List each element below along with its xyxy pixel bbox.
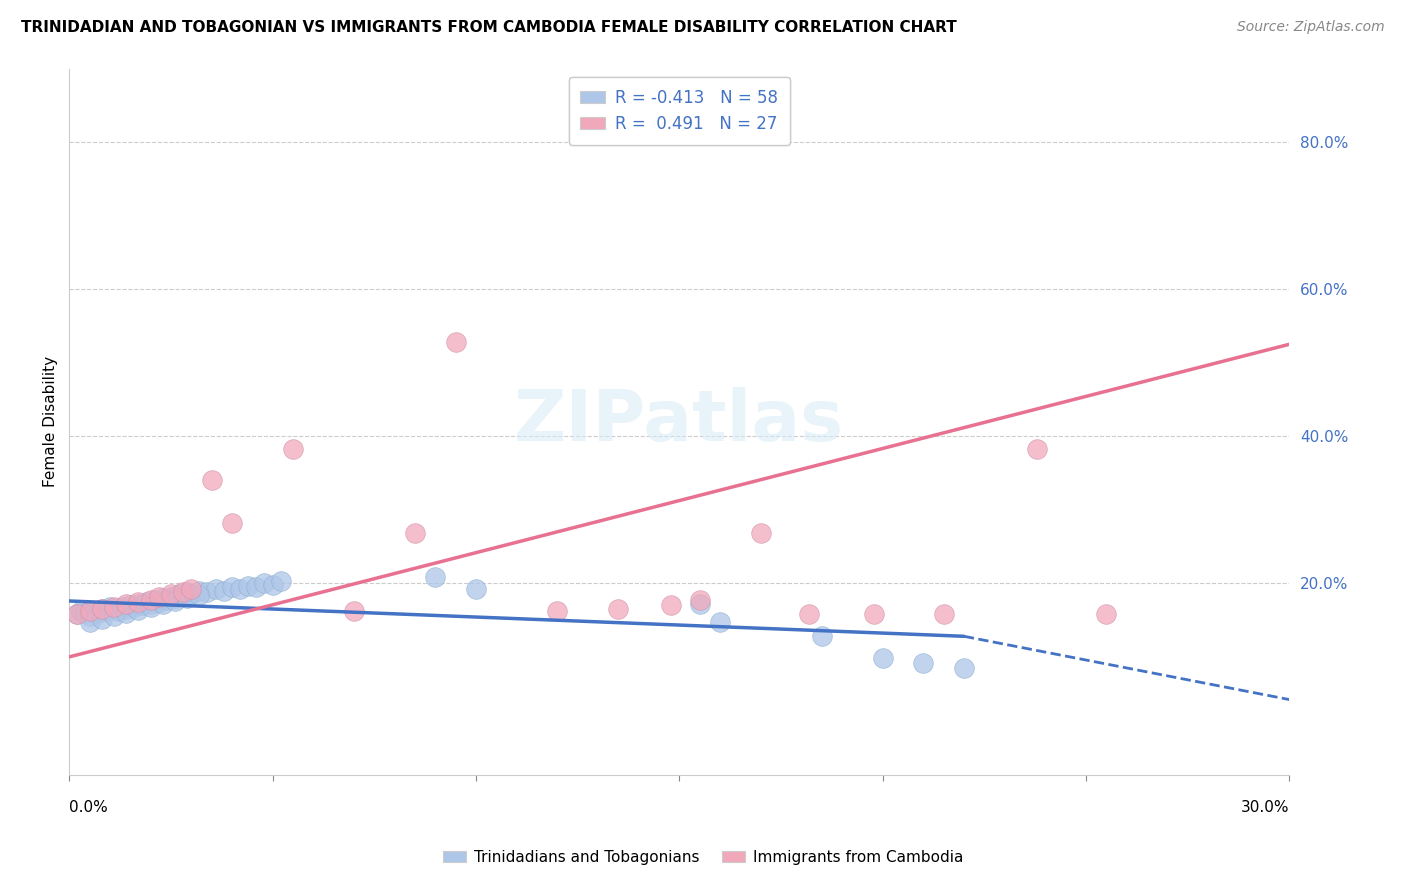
Text: ZIPatlas: ZIPatlas — [515, 387, 844, 456]
Text: Source: ZipAtlas.com: Source: ZipAtlas.com — [1237, 20, 1385, 34]
Point — [79, 609, 101, 624]
Point — [176, 585, 198, 599]
Point — [709, 615, 731, 629]
Point — [444, 335, 467, 350]
Point — [546, 604, 568, 618]
Point — [953, 661, 976, 675]
Point — [135, 595, 157, 609]
Point — [188, 588, 211, 602]
Point — [238, 578, 260, 592]
Point — [872, 651, 894, 665]
Point — [932, 607, 955, 622]
Point — [229, 582, 252, 597]
Point — [66, 607, 89, 622]
Point — [107, 604, 129, 618]
Point — [607, 602, 630, 616]
Point — [124, 599, 146, 614]
Point — [115, 597, 138, 611]
Point — [98, 599, 121, 614]
Point — [343, 604, 366, 618]
Point — [103, 602, 125, 616]
Point — [90, 602, 112, 616]
Point — [75, 606, 97, 620]
Point — [79, 604, 101, 618]
Point — [176, 591, 198, 605]
Point — [90, 602, 112, 616]
Point — [163, 591, 186, 605]
Point — [221, 516, 243, 530]
Point — [139, 597, 162, 611]
Point — [160, 590, 183, 604]
Point — [111, 599, 134, 614]
Point — [180, 582, 202, 597]
Point — [464, 582, 486, 597]
Point — [188, 583, 211, 598]
Point — [689, 597, 711, 611]
Point — [1095, 607, 1118, 622]
Point — [1026, 442, 1049, 457]
Legend: R = -0.413   N = 58, R =  0.491   N = 27: R = -0.413 N = 58, R = 0.491 N = 27 — [568, 77, 790, 145]
Point — [103, 608, 125, 623]
Text: 30.0%: 30.0% — [1240, 799, 1289, 814]
Point — [281, 442, 304, 457]
Point — [139, 599, 162, 614]
Point — [127, 603, 149, 617]
Point — [139, 592, 162, 607]
Point — [83, 603, 105, 617]
Text: TRINIDADIAN AND TOBAGONIAN VS IMMIGRANTS FROM CAMBODIA FEMALE DISABILITY CORRELA: TRINIDADIAN AND TOBAGONIAN VS IMMIGRANTS… — [21, 20, 957, 35]
Point — [404, 526, 426, 541]
Point — [749, 526, 772, 541]
Point — [799, 607, 821, 622]
Point — [152, 597, 174, 611]
Point — [167, 587, 190, 601]
Point — [172, 585, 194, 599]
Point — [127, 597, 149, 611]
Point — [197, 585, 219, 599]
Point — [212, 583, 235, 598]
Point — [156, 592, 179, 607]
Point — [148, 590, 170, 604]
Point — [204, 582, 226, 597]
Point — [200, 474, 222, 488]
Point — [245, 580, 267, 594]
Point — [127, 595, 149, 609]
Point — [94, 604, 117, 618]
Point — [79, 615, 101, 629]
Point — [659, 599, 682, 613]
Point — [163, 594, 186, 608]
Point — [103, 599, 125, 614]
Point — [180, 587, 202, 601]
Point — [689, 592, 711, 607]
Point — [262, 578, 284, 592]
Point — [115, 606, 138, 620]
Point — [863, 607, 886, 622]
Point — [912, 656, 935, 670]
Point — [66, 607, 89, 622]
Point — [143, 592, 166, 607]
Legend: Trinidadians and Tobagonians, Immigrants from Cambodia: Trinidadians and Tobagonians, Immigrants… — [437, 844, 969, 871]
Point — [810, 629, 832, 643]
Point — [70, 604, 93, 618]
Point — [425, 570, 447, 584]
Point — [152, 591, 174, 605]
Point — [131, 599, 153, 613]
Point — [115, 602, 138, 616]
Y-axis label: Female Disability: Female Disability — [44, 356, 58, 487]
Text: 0.0%: 0.0% — [69, 799, 108, 814]
Point — [221, 580, 243, 594]
Point — [172, 590, 194, 604]
Point — [86, 606, 108, 620]
Point — [160, 587, 183, 601]
Point — [253, 576, 276, 591]
Point — [120, 599, 142, 613]
Point — [90, 612, 112, 626]
Point — [148, 595, 170, 609]
Point — [270, 574, 292, 588]
